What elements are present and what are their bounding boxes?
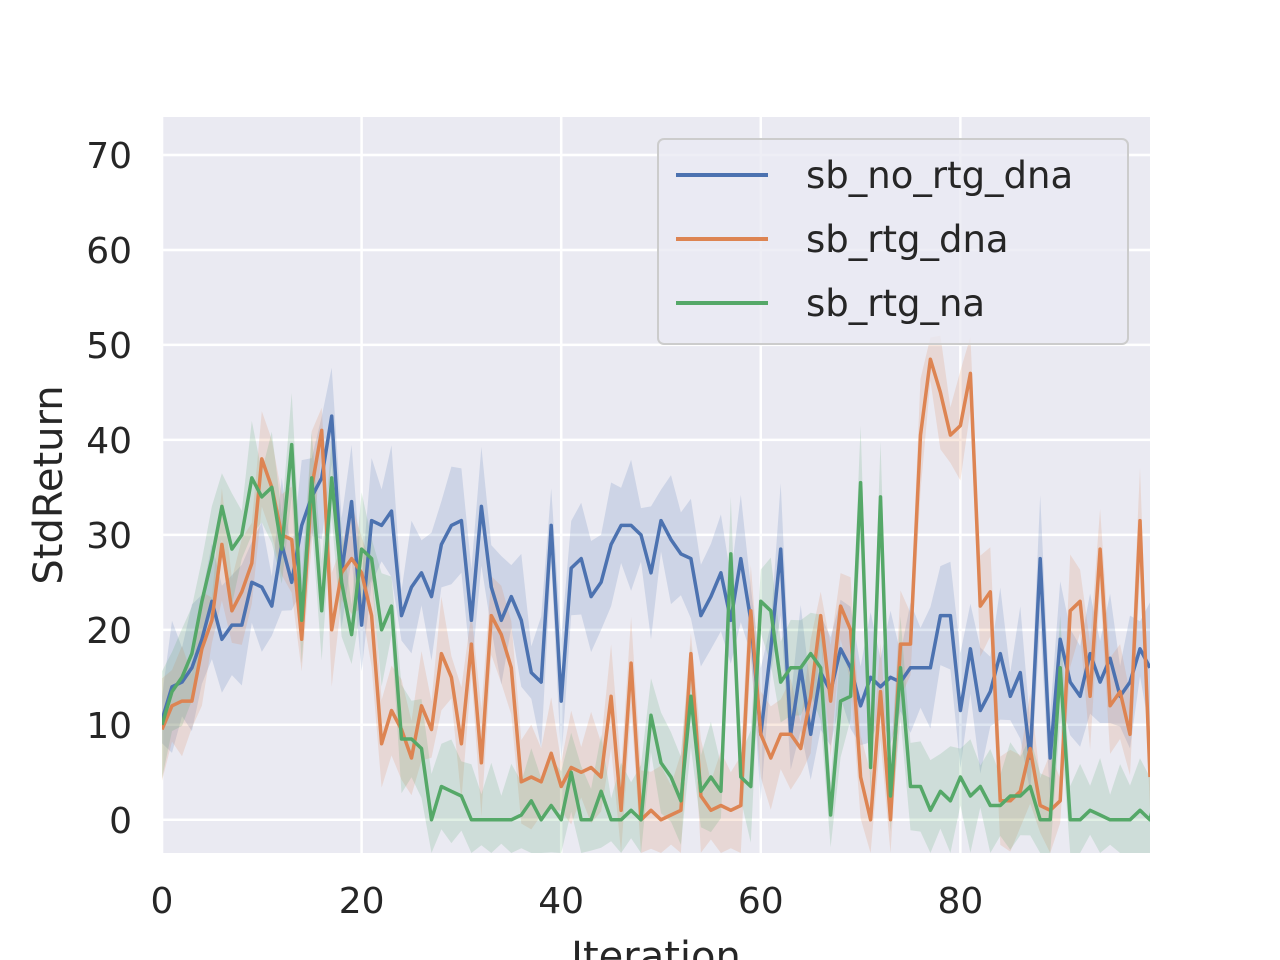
- legend: sb_no_rtg_dna sb_rtg_dna sb_rtg_na: [657, 138, 1129, 345]
- y-tick-label: 10: [86, 706, 132, 747]
- band-sb_rtg_dna: [162, 335, 1150, 853]
- y-tick-label: 20: [86, 611, 132, 652]
- y-tick-label: 50: [86, 326, 132, 367]
- legend-label: sb_no_rtg_dna: [806, 154, 1073, 197]
- line-sb_rtg_na: [162, 442, 1150, 822]
- x-axis-ticks: 0 20 40 60 80: [151, 881, 984, 922]
- series-lines: [162, 357, 1150, 822]
- x-tick-label: 20: [339, 881, 385, 922]
- x-tick-label: 0: [151, 881, 174, 922]
- legend-label: sb_rtg_dna: [806, 218, 1009, 261]
- x-tick-label: 60: [738, 881, 784, 922]
- x-axis-title: Iteration: [571, 934, 741, 960]
- x-tick-label: 40: [538, 881, 584, 922]
- y-tick-label: 0: [109, 801, 132, 842]
- y-tick-label: 70: [86, 136, 132, 177]
- legend-box: [657, 138, 1129, 345]
- legend-label: sb_rtg_na: [806, 282, 985, 325]
- y-axis-title: StdReturn: [26, 385, 72, 584]
- x-tick-label: 80: [937, 881, 983, 922]
- y-tick-label: 30: [86, 516, 132, 557]
- y-tick-label: 40: [86, 421, 132, 462]
- y-tick-label: 60: [86, 231, 132, 272]
- line-sb_no_rtg_dna: [162, 414, 1150, 760]
- y-axis-ticks: 0 10 20 30 40 50 60 70: [86, 136, 132, 842]
- grid-lines: [160, 117, 1150, 853]
